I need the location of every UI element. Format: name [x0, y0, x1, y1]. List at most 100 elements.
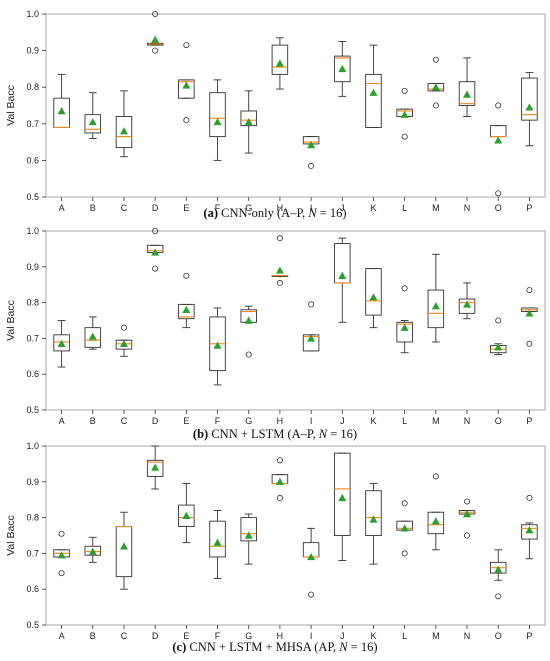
box-body	[178, 504, 195, 528]
mean-marker	[431, 517, 440, 525]
mean-marker	[307, 552, 316, 561]
box-body	[146, 459, 164, 477]
outlier-point	[58, 530, 65, 537]
x-tick-label: O	[495, 203, 502, 213]
box-L	[396, 500, 413, 557]
mean-marker	[213, 341, 222, 349]
box-D	[146, 227, 164, 272]
chart-panel-3: 0.5 0.6 0.7 0.8 0.9 1.0 Val Bacc A B C D E F G H I J K L M N…	[5, 441, 546, 654]
x-tick-label: J	[340, 631, 345, 641]
box-K	[365, 483, 382, 565]
mean-marker	[400, 323, 409, 331]
caption-n-value: = 16)	[317, 206, 347, 220]
outlier-point	[401, 87, 408, 94]
x-tick-label: C	[121, 631, 128, 641]
chart-caption: (b) CNN + LSTM (A–P, N = 16)	[193, 427, 357, 441]
chart-caption: (c) CNN + LSTM + MHSA (AP, N = 16)	[172, 640, 377, 654]
mean-marker	[431, 83, 440, 91]
mean-marker	[275, 59, 284, 67]
box-P	[521, 72, 538, 147]
outlier-point	[401, 550, 408, 557]
mean-marker	[151, 248, 160, 256]
box-A	[53, 73, 70, 129]
x-tick-label: G	[245, 416, 252, 426]
box-B	[84, 92, 102, 139]
x-tick-label: I	[310, 631, 313, 641]
box-I	[302, 301, 320, 352]
outlier-point	[526, 494, 533, 501]
caption-label: (a)	[203, 206, 218, 220]
x-tick-label: O	[495, 631, 502, 641]
mean-marker	[151, 463, 160, 471]
y-tick-label: 0.7	[26, 333, 39, 343]
mean-marker	[182, 81, 191, 89]
outlier-point	[308, 591, 315, 598]
outlier-point	[152, 265, 159, 272]
outlier-point	[276, 494, 283, 501]
mean-marker	[400, 524, 409, 532]
box-body	[240, 517, 257, 542]
y-tick-label: 1.0	[26, 9, 39, 19]
mean-marker	[88, 332, 97, 340]
box-H	[271, 37, 289, 90]
x-tick-label: D	[152, 416, 159, 426]
caption-text: CNN-only (A–P,	[221, 206, 308, 220]
x-tick-label: B	[90, 631, 96, 641]
mean-marker	[369, 88, 378, 96]
mean-marker	[213, 538, 222, 546]
mean-marker	[244, 117, 253, 126]
box-body	[240, 110, 257, 127]
mean-marker	[338, 64, 347, 73]
y-tick-label: 0.5	[26, 620, 39, 630]
x-tick-label: G	[245, 203, 252, 213]
x-tick-label: D	[152, 631, 159, 641]
box-body	[178, 79, 195, 99]
x-tick-label: A	[59, 631, 65, 641]
box-C	[115, 90, 133, 158]
y-tick-label: 0.8	[26, 82, 39, 92]
box-body	[521, 77, 538, 121]
y-tick-label: 0.6	[26, 155, 39, 165]
chart-caption: (a) CNN-only (A–P, N = 16)	[203, 206, 346, 220]
x-tick-label: E	[183, 631, 189, 641]
box-body	[271, 44, 289, 75]
plot-frame	[45, 445, 546, 626]
outlier-point	[526, 340, 533, 347]
box-body	[84, 114, 102, 134]
outlier-point	[308, 162, 315, 169]
box-A	[53, 530, 70, 577]
mean-marker	[119, 127, 128, 135]
x-tick-label: B	[90, 416, 96, 426]
x-tick-label: N	[464, 416, 471, 426]
box-J	[334, 237, 351, 323]
outlier-point	[495, 190, 502, 197]
box-E	[178, 42, 195, 124]
x-tick-label: C	[121, 203, 128, 213]
box-E	[178, 483, 195, 544]
x-tick-label: J	[340, 203, 345, 213]
y-tick-label: 0.7	[26, 119, 39, 129]
x-tick-label: D	[152, 203, 159, 213]
box-J	[334, 452, 351, 562]
mean-marker	[525, 526, 534, 534]
y-tick-label: 0.9	[26, 46, 39, 56]
mean-marker	[275, 477, 284, 485]
mean-marker	[182, 511, 191, 520]
mean-marker	[57, 106, 66, 115]
outlier-point	[276, 235, 283, 242]
outlier-point	[183, 42, 190, 49]
outlier-point	[152, 10, 159, 17]
box-body	[53, 334, 70, 352]
box-M	[427, 56, 445, 109]
mean-marker	[338, 271, 347, 279]
mean-marker	[307, 334, 316, 342]
mean-marker	[494, 565, 503, 573]
box-body	[84, 327, 102, 348]
y-tick-label: 0.8	[26, 513, 39, 523]
y-tick-label: 0.9	[26, 477, 39, 487]
mean-marker	[88, 117, 97, 126]
box-body	[427, 511, 445, 535]
outlier-point	[526, 287, 533, 294]
x-tick-label: K	[370, 203, 376, 213]
